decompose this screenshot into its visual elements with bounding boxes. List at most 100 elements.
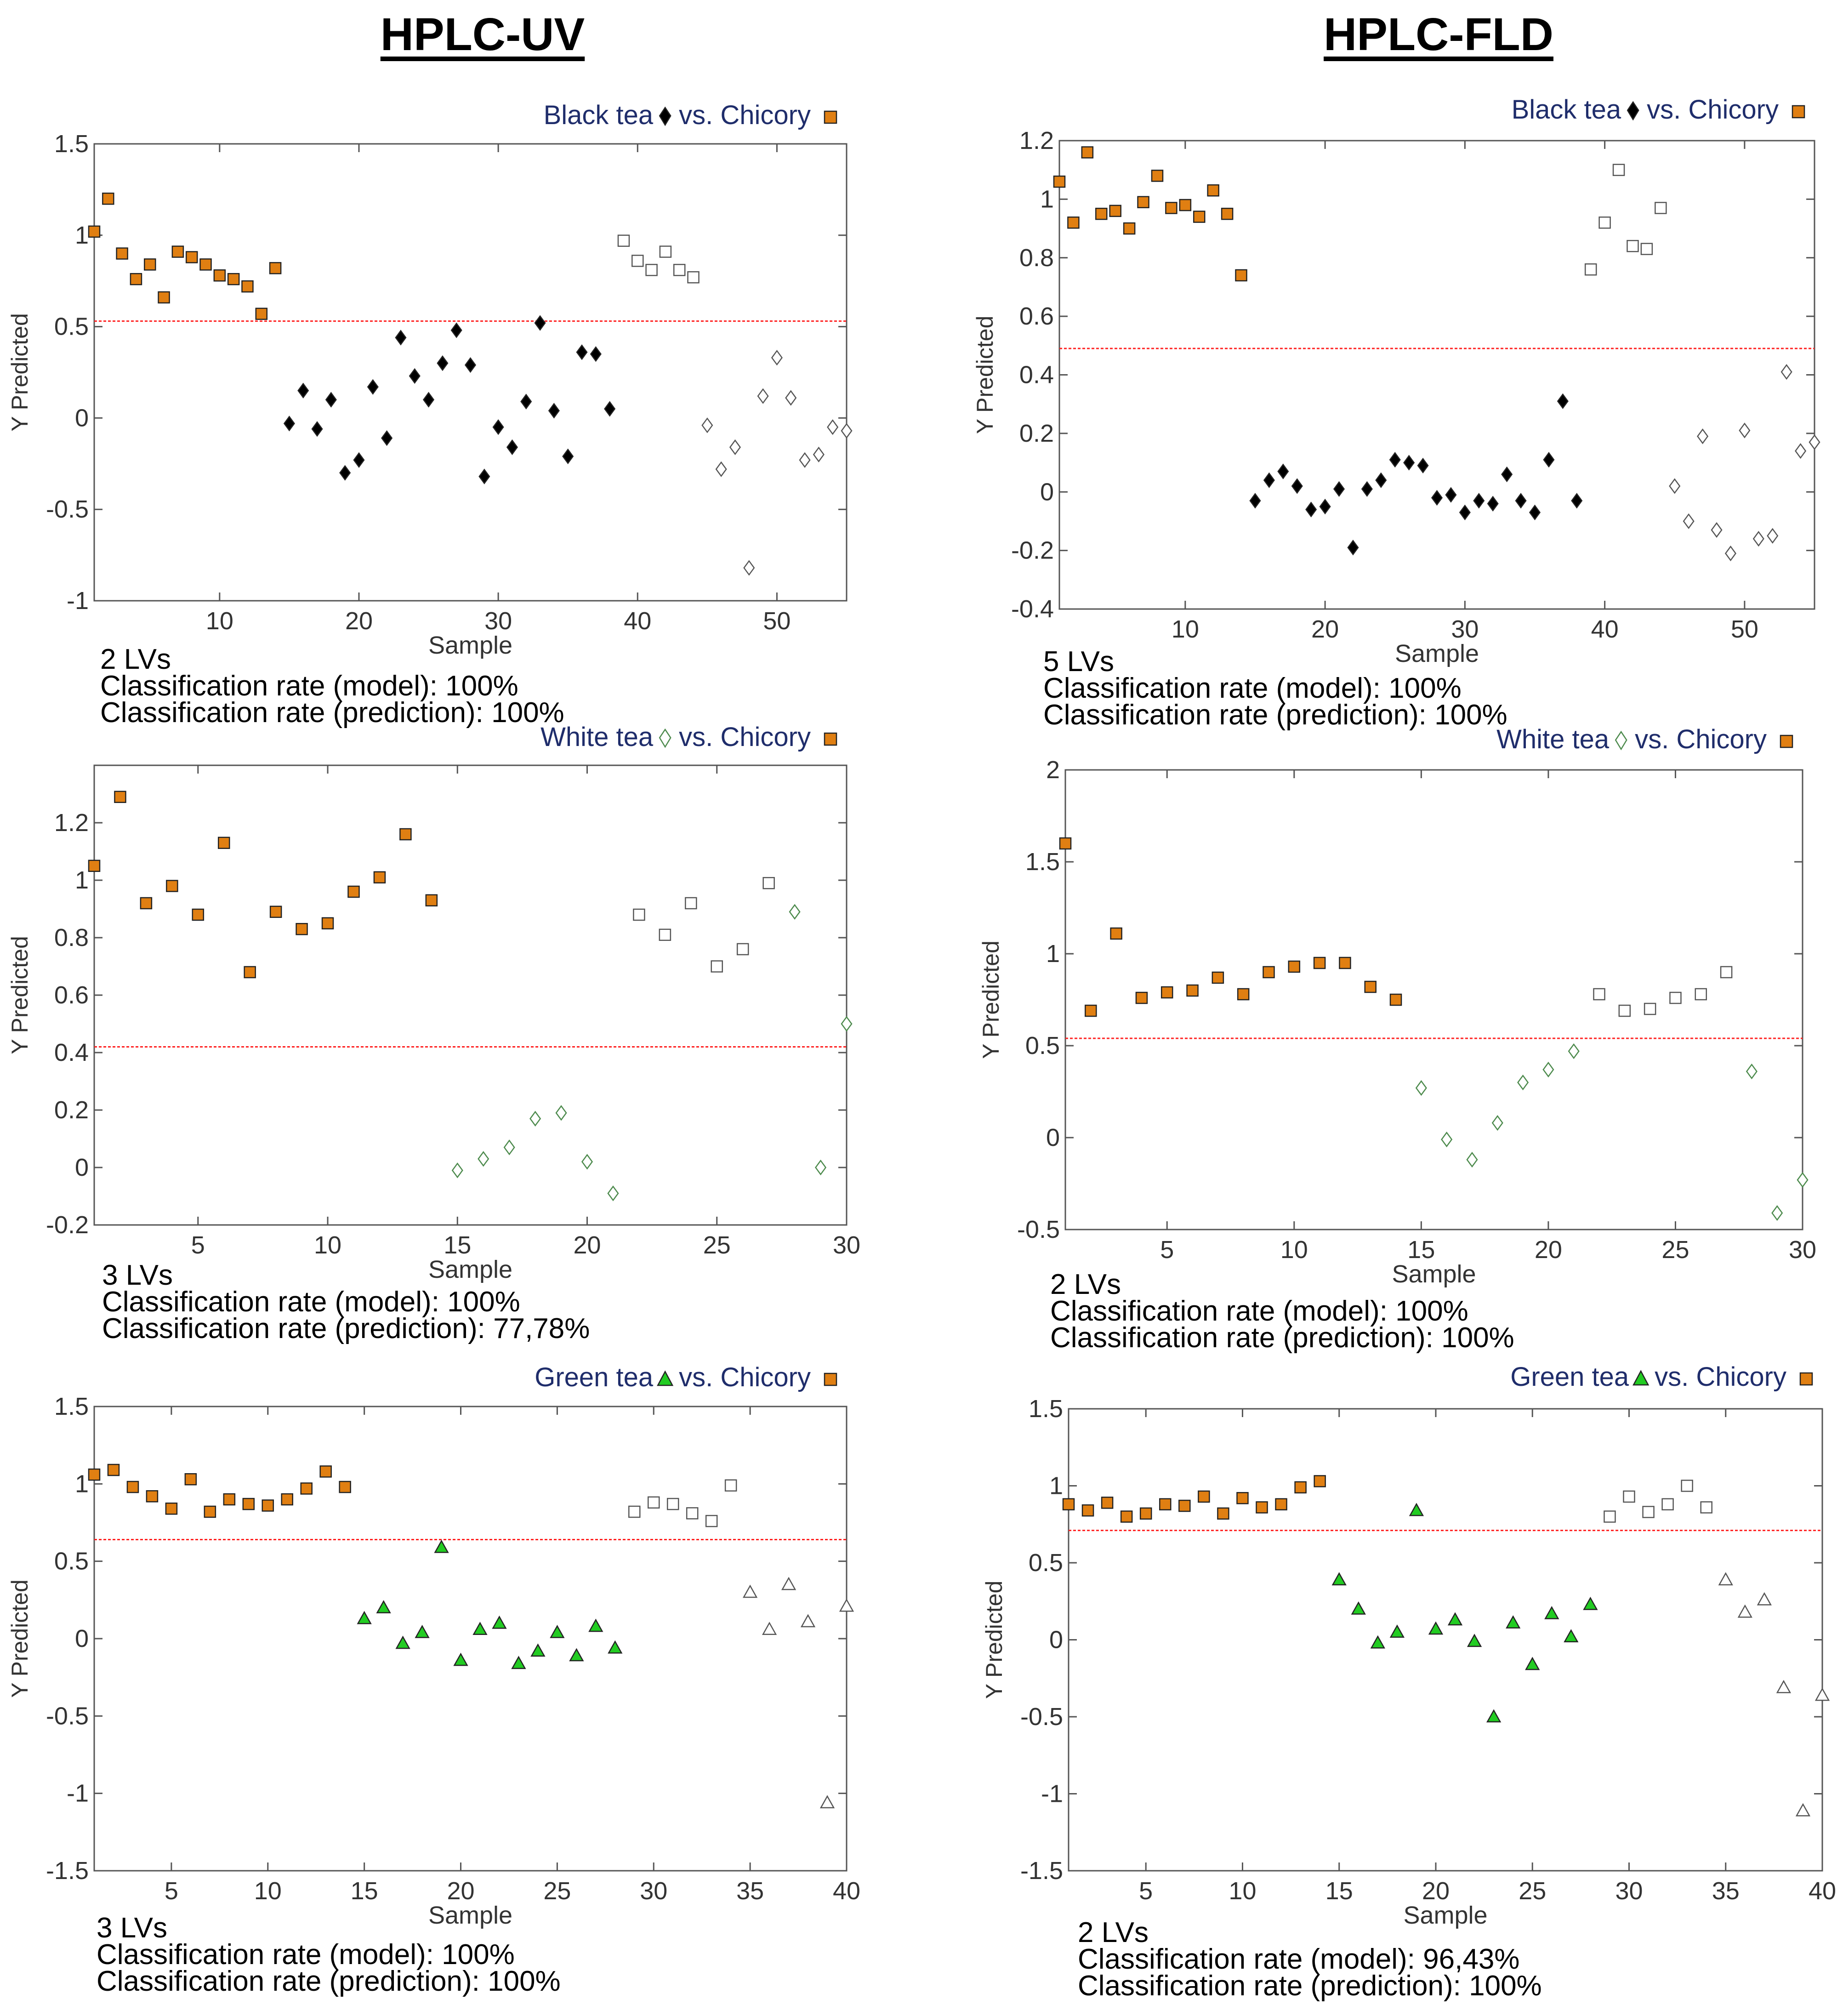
triangle-marker bbox=[569, 1648, 584, 1662]
square-marker bbox=[185, 251, 198, 263]
triangle-marker bbox=[415, 1624, 430, 1638]
y-tick-label: 1.5 bbox=[1029, 1395, 1063, 1423]
latent-variables-label: 3 LVs bbox=[97, 1912, 167, 1944]
x-tick-label: 30 bbox=[833, 1231, 860, 1259]
y-tick-label: 0.8 bbox=[54, 924, 89, 951]
square-marker bbox=[1627, 240, 1639, 252]
diamond-marker bbox=[529, 1111, 541, 1127]
plot-frame bbox=[1068, 1408, 1823, 1872]
diamond-marker bbox=[311, 421, 323, 437]
latent-variables-label: 2 LVs bbox=[1078, 1917, 1149, 1948]
legend-label-tea: White tea bbox=[1496, 724, 1610, 754]
y-axis-label: Y Predicted bbox=[7, 313, 33, 432]
triangle-marker bbox=[1389, 1624, 1405, 1638]
legend-label-tea: Green tea bbox=[535, 1362, 654, 1392]
plot-frame bbox=[93, 1406, 848, 1872]
diamond-marker bbox=[1389, 452, 1401, 468]
chart-fld-black: -0.4 -0.2 0 0.2 0.4 0.6 0.8 1 1.2 10 20 30 40 50 Sampl… bbox=[972, 95, 1820, 731]
chart-uv-green: -1.5 -1 -0.5 0 0.5 1 1.5 5 10 15 20 25 30 35 40 Sample Y… bbox=[7, 1362, 860, 1997]
x-tick-label: 30 bbox=[1451, 615, 1479, 643]
diamond-marker bbox=[548, 403, 560, 419]
x-axis-label: Sample bbox=[1403, 1902, 1487, 1929]
legend: vs. Chicory Green tea bbox=[535, 1362, 837, 1392]
diamond-marker bbox=[1529, 504, 1541, 520]
square-marker bbox=[617, 234, 630, 247]
triangle-marker bbox=[1795, 1803, 1811, 1817]
square-marker bbox=[1237, 988, 1250, 1001]
square-marker bbox=[1584, 263, 1597, 276]
diamond-marker bbox=[1571, 493, 1583, 509]
y-tick-label: 1 bbox=[1049, 1472, 1063, 1500]
y-tick-label: -0.5 bbox=[1017, 1216, 1060, 1243]
square-marker bbox=[140, 897, 153, 910]
diamond-marker bbox=[562, 448, 574, 465]
x-tick-label: 35 bbox=[736, 1877, 764, 1905]
square-marker bbox=[166, 880, 178, 892]
diamond-marker bbox=[1568, 1043, 1580, 1059]
square-marker bbox=[339, 1481, 351, 1493]
classification-rate-prediction: Classification rate (prediction): 77,78% bbox=[102, 1313, 590, 1344]
y-tick-label: 0.5 bbox=[54, 313, 89, 341]
square-marker bbox=[1720, 966, 1733, 979]
diamond-marker bbox=[1767, 528, 1779, 544]
triangle-marker bbox=[1351, 1601, 1366, 1615]
diamond-marker bbox=[1809, 434, 1820, 450]
classification-rate-prediction: Classification rate (prediction): 100% bbox=[1078, 1970, 1542, 2002]
square-marker bbox=[269, 262, 282, 274]
triangle-marker bbox=[1757, 1592, 1772, 1606]
square-marker bbox=[321, 917, 334, 929]
square-marker bbox=[1067, 216, 1080, 229]
square-marker bbox=[659, 245, 672, 258]
legend-tea-marker bbox=[657, 1370, 674, 1386]
square-marker bbox=[107, 1464, 120, 1476]
square-marker bbox=[1640, 243, 1653, 255]
square-marker bbox=[1179, 199, 1192, 211]
square-marker bbox=[1186, 984, 1199, 997]
diamond-marker bbox=[1542, 1061, 1554, 1078]
x-tick-label: 10 bbox=[1229, 1877, 1256, 1905]
y-tick-label: 0.8 bbox=[1019, 244, 1054, 272]
diamond-marker bbox=[450, 322, 462, 338]
y-tick-label: 0 bbox=[1049, 1626, 1063, 1654]
legend-tea-marker bbox=[659, 728, 671, 748]
square-marker bbox=[1120, 1510, 1133, 1523]
diamond-marker bbox=[1697, 428, 1709, 444]
classification-rate-model: Classification rate (model): 100% bbox=[100, 670, 518, 702]
triangle-marker bbox=[1370, 1635, 1385, 1649]
diamond-marker bbox=[841, 1016, 853, 1032]
y-tick-label: 0.2 bbox=[1019, 420, 1054, 447]
diamond-marker bbox=[1263, 472, 1275, 488]
square-marker bbox=[144, 258, 156, 271]
square-marker bbox=[711, 960, 723, 973]
classification-rate-prediction: Classification rate (prediction): 100% bbox=[100, 697, 564, 729]
y-tick-label: 1.2 bbox=[54, 809, 89, 837]
triangle-marker bbox=[511, 1656, 526, 1669]
x-tick-label: 40 bbox=[833, 1877, 860, 1905]
x-tick-label: 30 bbox=[484, 607, 512, 635]
y-tick-label: 1.5 bbox=[54, 130, 89, 158]
legend: vs. Chicory White tea bbox=[1496, 724, 1793, 754]
legend-tea-marker bbox=[659, 106, 671, 126]
square-marker bbox=[399, 828, 412, 841]
square-marker bbox=[1198, 1490, 1210, 1503]
diamond-marker bbox=[1431, 490, 1443, 506]
diamond-marker bbox=[409, 368, 421, 384]
y-tick-label: -0.2 bbox=[46, 1211, 89, 1239]
y-tick-label: 0 bbox=[75, 404, 89, 432]
x-tick-label: 20 bbox=[1311, 615, 1339, 643]
diamond-marker bbox=[339, 465, 351, 481]
x-tick-label: 30 bbox=[640, 1877, 667, 1905]
triangle-marker bbox=[530, 1643, 546, 1657]
y-tick-label: -0.5 bbox=[46, 495, 89, 523]
square-marker bbox=[1151, 170, 1164, 182]
triangle-marker bbox=[453, 1652, 468, 1666]
x-tick-label: 20 bbox=[1422, 1877, 1450, 1905]
latent-variables-label: 2 LVs bbox=[1050, 1269, 1121, 1300]
diamond-marker bbox=[1795, 443, 1807, 459]
y-axis-label: Y Predicted bbox=[981, 1581, 1007, 1699]
square-marker bbox=[1256, 1501, 1268, 1514]
diamond-marker bbox=[451, 1162, 463, 1179]
y-tick-label: 0.4 bbox=[1019, 361, 1054, 389]
diamond-marker bbox=[367, 379, 379, 395]
